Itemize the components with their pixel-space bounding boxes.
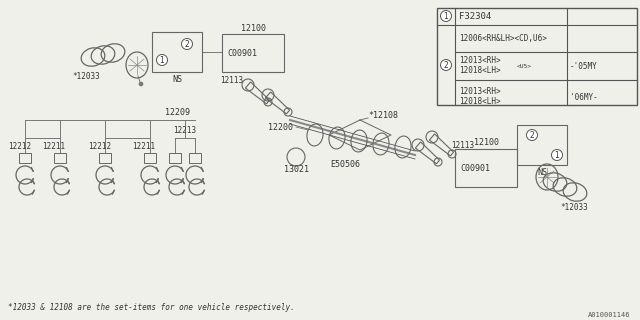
Text: 12013<RH>: 12013<RH> (459, 86, 500, 95)
Text: C00901: C00901 (460, 164, 490, 172)
Text: 12006<RH&LH><CD,U6>: 12006<RH&LH><CD,U6> (459, 34, 547, 43)
Text: 2: 2 (444, 60, 449, 69)
Text: 12100: 12100 (474, 138, 499, 147)
Text: <U5>: <U5> (517, 63, 532, 68)
Circle shape (440, 11, 451, 21)
Text: 1: 1 (555, 150, 559, 159)
Text: -'05MY: -'05MY (570, 61, 598, 70)
Circle shape (527, 130, 538, 140)
Text: NS: NS (172, 75, 182, 84)
Text: 12013<RH>: 12013<RH> (459, 55, 500, 65)
Bar (517, 125, 567, 165)
Bar (144, 153, 156, 163)
Bar (99, 153, 111, 163)
Circle shape (157, 54, 168, 66)
Text: 12211: 12211 (132, 141, 155, 150)
Text: 12209: 12209 (165, 108, 190, 116)
Text: *12033: *12033 (560, 203, 588, 212)
Circle shape (440, 60, 451, 70)
Text: C00901: C00901 (227, 49, 257, 58)
Ellipse shape (139, 82, 143, 86)
Bar (189, 153, 201, 163)
Text: 12212: 12212 (8, 141, 31, 150)
Text: *12033: *12033 (72, 71, 100, 81)
Bar (19, 153, 31, 163)
Bar (455, 149, 517, 187)
Circle shape (182, 38, 193, 50)
Bar (54, 153, 66, 163)
Bar (437, 8, 637, 105)
Text: 12113: 12113 (220, 76, 243, 84)
Text: 13021: 13021 (284, 164, 308, 173)
Text: 12211: 12211 (42, 141, 65, 150)
Text: '06MY-: '06MY- (570, 92, 598, 101)
Text: 12018<LH>: 12018<LH> (459, 66, 500, 75)
Text: 12200: 12200 (268, 123, 293, 132)
Text: E50506: E50506 (330, 159, 360, 169)
Bar (152, 32, 202, 72)
Circle shape (552, 149, 563, 161)
Text: NS: NS (537, 167, 547, 177)
Text: 1: 1 (159, 55, 164, 65)
Text: 1: 1 (444, 12, 449, 20)
Text: 2: 2 (530, 131, 534, 140)
Text: 12018<LH>: 12018<LH> (459, 97, 500, 106)
Text: *12108: *12108 (368, 110, 398, 119)
Text: F32304: F32304 (459, 12, 492, 20)
Text: 12100: 12100 (241, 23, 266, 33)
Bar (169, 153, 181, 163)
Bar (222, 34, 284, 72)
Text: *12033 & 12108 are the set-items for one vehicle respectively.: *12033 & 12108 are the set-items for one… (8, 303, 295, 313)
Text: 12212: 12212 (88, 141, 111, 150)
Text: 12213: 12213 (173, 125, 196, 134)
Text: 12113: 12113 (451, 140, 474, 149)
Text: A010001146: A010001146 (588, 312, 630, 318)
Text: 2: 2 (184, 39, 189, 49)
